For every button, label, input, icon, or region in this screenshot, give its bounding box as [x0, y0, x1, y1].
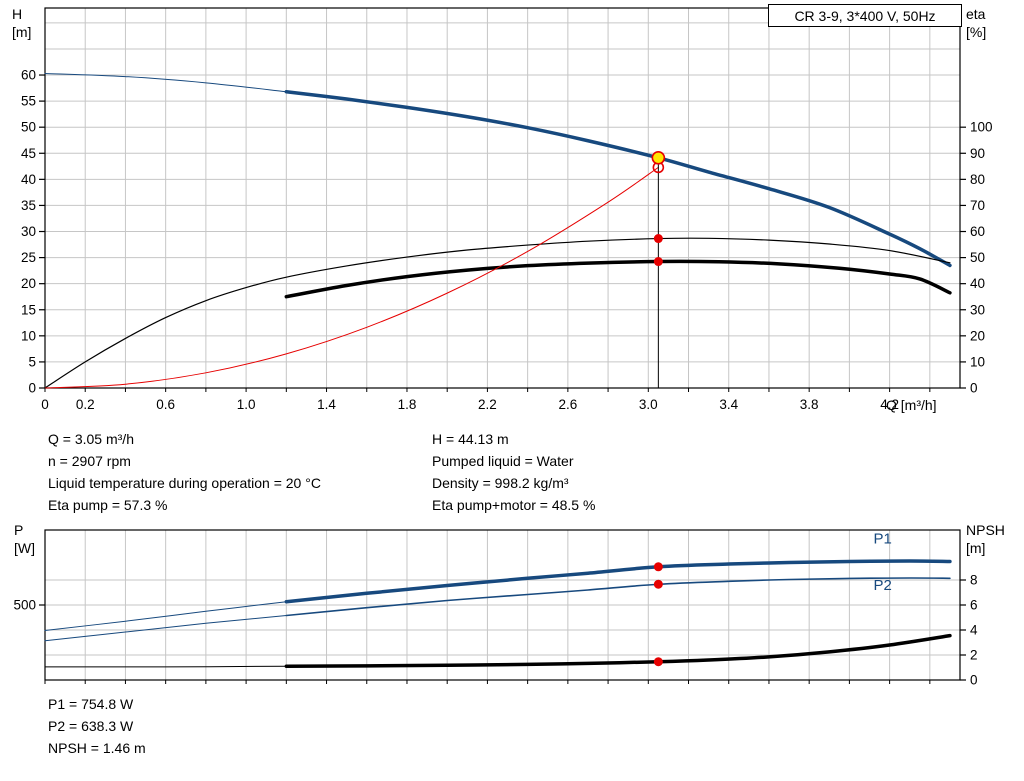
left-axis-tick-label: 50 [21, 120, 36, 135]
p1-curve [284, 559, 952, 604]
liquid-temperature-value: Liquid temperature during operation = 20… [48, 475, 321, 491]
pumped-liquid-value: Pumped liquid = Water [432, 453, 574, 469]
left-axis-tick-label: 55 [21, 94, 36, 109]
right-axis-tick-label: 30 [970, 302, 985, 317]
x-axis-tick-label: 3.0 [639, 397, 658, 412]
left-axis-tick-label: 25 [21, 250, 36, 265]
npsh-curve [284, 633, 952, 668]
right-axis-tick-label: 0 [970, 673, 978, 688]
q-axis-title: Q [m³/h] [886, 397, 937, 413]
left-axis-tick-label: 45 [21, 146, 36, 161]
left-axis-tick-label: 10 [21, 328, 36, 343]
eta-axis-name: eta [966, 6, 986, 22]
left-axis-tick-label: 0 [28, 381, 36, 396]
left-axis-tick-label: 60 [21, 68, 36, 83]
left-axis-tick-label: 20 [21, 276, 36, 291]
npsh-curve-low-flow [44, 665, 287, 668]
npsh-axis-name: NPSH [966, 522, 1005, 538]
speed-value: n = 2907 rpm [48, 453, 131, 469]
x-axis-tick-label: 0.2 [76, 397, 95, 412]
eta-pump-value: Eta pump = 57.3 % [48, 497, 168, 513]
power-data: P1 = 754.8 W P2 = 638.3 W NPSH = 1.46 m [48, 693, 146, 759]
system-curve [44, 166, 659, 389]
left-axis-tick-label: 40 [21, 172, 36, 187]
flow-value: Q = 3.05 m³/h [48, 431, 134, 447]
x-axis-tick-label: 2.2 [478, 397, 497, 412]
h-axis-title: H [m] [12, 5, 31, 41]
density-value: Density = 998.2 kg/m³ [432, 475, 569, 491]
pump-model-label: CR 3-9, 3*400 V, 50Hz [768, 4, 962, 27]
x-axis-tick-label: 4.2 [880, 397, 899, 412]
power-npsh-chart: P1 P2 500 0 2 4 6 8 [13, 529, 978, 688]
right-axis-tick-label: 6 [970, 598, 978, 613]
npsh-axis-title: NPSH [m] [966, 521, 1005, 557]
eta-total-value: Eta pump+motor = 48.5 % [432, 497, 596, 513]
eta-axis-unit: [%] [966, 24, 987, 40]
operating-data-right: H = 44.13 m Pumped liquid = Water Densit… [432, 428, 595, 516]
left-axis-tick-label: 35 [21, 198, 36, 213]
x-axis-tick-label: 1.0 [237, 397, 256, 412]
right-axis-tick-label: 8 [970, 573, 978, 588]
h-axis-unit: [m] [12, 24, 32, 40]
duty-point [651, 151, 666, 165]
right-axis-tick-label: 90 [970, 146, 985, 161]
right-axis-tick-label: 100 [970, 120, 993, 135]
p-axis-unit: [W] [14, 540, 35, 556]
head-value: H = 44.13 m [432, 431, 509, 447]
right-axis-tick-label: 10 [970, 354, 985, 369]
x-axis-tick-label: 3.4 [719, 397, 738, 412]
p1-point [653, 562, 663, 572]
operating-data-left: Q = 3.05 m³/h n = 2907 rpm Liquid temper… [48, 428, 321, 516]
eta-pump-curve [44, 237, 951, 389]
h-axis-name: H [12, 6, 23, 22]
right-axis-tick-label: 4 [970, 623, 978, 638]
npsh-point [653, 657, 663, 667]
right-axis-tick-label: 70 [970, 198, 985, 213]
x-axis-tick-label: 1.4 [317, 397, 336, 412]
left-axis-tick-label: 30 [21, 224, 36, 239]
hq-curve-low-flow [44, 72, 287, 93]
p2-point [653, 579, 663, 589]
eta-axis-title: eta [%] [966, 5, 986, 41]
p2-curve-low-flow [44, 615, 287, 642]
eta-pump-point [653, 234, 663, 244]
right-axis-tick-label: 20 [970, 328, 985, 343]
right-axis-tick-label: 60 [970, 224, 985, 239]
eta-pump-motor-curve [284, 259, 952, 299]
x-axis-tick-label: 2.6 [558, 397, 577, 412]
left-axis-tick-label: 5 [28, 354, 36, 369]
p2-value: P2 = 638.3 W [48, 718, 134, 734]
p-axis-name: P [14, 522, 24, 538]
npsh-axis-unit: [m] [966, 540, 986, 556]
eta-pump-motor-point [653, 257, 663, 267]
right-axis-tick-label: 40 [970, 276, 985, 291]
right-axis-tick-label: 50 [970, 250, 985, 265]
x-axis-tick-label: 1.8 [398, 397, 417, 412]
right-axis-tick-label: 2 [970, 648, 978, 663]
p1-curve-low-flow [44, 601, 287, 631]
x-axis-tick-label: 0.6 [156, 397, 175, 412]
p-axis-title: P [W] [14, 521, 35, 557]
p2-curve [285, 577, 951, 617]
left-axis-tick-label: 15 [21, 302, 36, 317]
p1-value: P1 = 754.8 W [48, 696, 134, 712]
npsh-value: NPSH = 1.46 m [48, 740, 146, 756]
x-axis-tick-label: 3.8 [800, 397, 819, 412]
p2-curve-label: P2 [874, 577, 892, 594]
x-axis-tick-label: 0 [41, 397, 49, 412]
left-axis-tick-label: 500 [13, 598, 36, 613]
hq-eta-chart: 0 5 10 15 20 25 30 35 40 45 50 55 60 0 10 20 30 40 50 60 70 8… [21, 7, 993, 412]
right-axis-tick-label: 0 [970, 381, 978, 396]
p1-curve-label: P1 [874, 531, 892, 548]
right-axis-tick-label: 80 [970, 172, 985, 187]
